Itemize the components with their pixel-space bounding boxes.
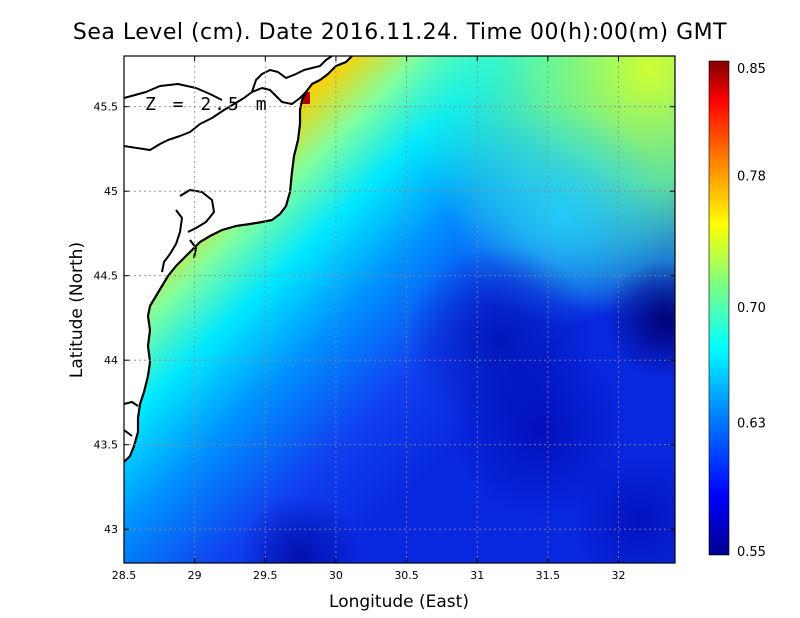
latitude-ticks: 43 43.5 44 44.5 45 45.5	[94, 101, 675, 536]
x-tick-label: 32	[611, 569, 625, 582]
inland-water-lines	[123, 55, 333, 437]
depth-label: Z = 2.5 m	[145, 94, 270, 115]
colorbar-tick-label: 0.63	[737, 416, 766, 431]
y-axis-label: Latitude (North)	[67, 242, 87, 378]
map-title: Sea Level (cm). Date 2016.11.24. Time 00…	[72, 20, 728, 45]
colorbar-ticks: 0.85 0.78 0.70 0.63 0.55	[737, 62, 766, 560]
x-tick-label: 30.5	[394, 569, 419, 582]
colorbar-tick-label: 0.78	[737, 169, 766, 184]
x-tick-label: 29	[188, 569, 202, 582]
x-tick-label: 31	[470, 569, 484, 582]
colorbar	[708, 60, 730, 556]
colorbar-tick-label: 0.85	[737, 62, 766, 77]
x-tick-label: 28.5	[112, 569, 137, 582]
x-tick-label: 29.5	[253, 569, 278, 582]
x-tick-label: 31.5	[536, 569, 561, 582]
sea-level-field	[124, 56, 675, 563]
y-tick-label: 43	[104, 523, 118, 536]
y-tick-label: 45.5	[94, 101, 119, 114]
y-tick-label: 43.5	[94, 439, 119, 452]
land-mask	[124, 56, 352, 462]
y-tick-label: 45	[104, 185, 118, 198]
colorbar-tick-label: 0.70	[737, 301, 766, 316]
x-axis-label: Longitude (East)	[329, 592, 469, 612]
x-tick-label: 30	[329, 569, 343, 582]
graticule-grid	[124, 56, 675, 563]
y-tick-label: 44.5	[94, 270, 119, 283]
coastline	[123, 55, 353, 463]
y-tick-label: 44	[104, 354, 118, 367]
longitude-ticks: 28.5 29 29.5 30 30.5 31 31.5 32	[112, 56, 625, 582]
colorbar-tick-label: 0.55	[737, 545, 766, 560]
plot-frame	[123, 55, 676, 564]
